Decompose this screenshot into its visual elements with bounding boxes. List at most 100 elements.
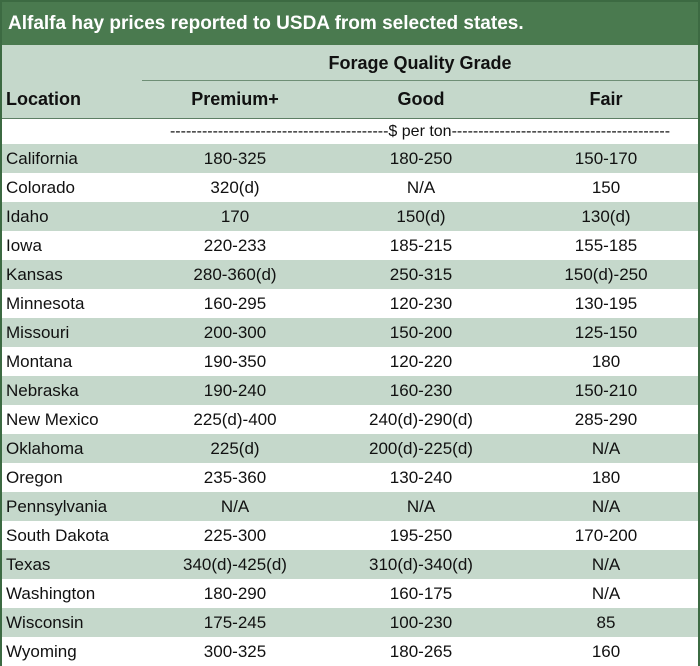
location-cell: Idaho	[6, 206, 49, 226]
header-divider	[142, 80, 698, 81]
location-cell: Wyoming	[6, 641, 77, 661]
location-cell: Washington	[6, 583, 96, 603]
good-price-cell: 130-240	[389, 467, 453, 487]
good-price-cell: 240(d)-290(d)	[369, 409, 473, 429]
location-cell: California	[6, 148, 78, 168]
fair-price-cell: 125-150	[574, 322, 638, 342]
good-price-cell: 120-230	[389, 293, 453, 313]
table-row: Washington 180-290 160-175 N/A	[2, 579, 698, 608]
table-body: California 180-325 180-250 150-170 Colorado 3…	[2, 144, 698, 666]
premium-price-cell: 280-360(d)	[193, 264, 277, 284]
good-price-cell: 120-220	[389, 351, 453, 371]
premium-price-cell: 170	[220, 206, 250, 226]
fair-price-cell: 85	[596, 612, 616, 632]
good-price-cell: 150-200	[389, 322, 453, 342]
table-row: Oregon 235-360 130-240 180	[2, 463, 698, 492]
fair-price-cell: N/A	[591, 583, 621, 603]
good-column-header: Good	[397, 89, 445, 109]
fair-price-cell: 170-200	[574, 525, 638, 545]
premium-price-cell: 225(d)	[210, 438, 260, 458]
location-cell: New Mexico	[6, 409, 99, 429]
good-price-cell: 100-230	[389, 612, 453, 632]
table-header: Forage Quality Grade Location Premium+ G…	[2, 45, 698, 118]
fair-price-cell: N/A	[591, 554, 621, 574]
table-row: Wyoming 300-325 180-265 160	[2, 637, 698, 666]
fair-price-cell: 150-170	[574, 148, 638, 168]
premium-price-cell: 225-300	[203, 525, 267, 545]
premium-price-cell: 190-350	[203, 351, 267, 371]
location-cell: Iowa	[6, 235, 42, 255]
premium-price-cell: 300-325	[203, 641, 267, 661]
location-cell: Oklahoma	[6, 438, 84, 458]
table-row: New Mexico 225(d)-400 240(d)-290(d) 285-290	[2, 405, 698, 434]
fair-price-cell: 155-185	[574, 235, 638, 255]
table-row: Idaho 170 150(d) 130(d)	[2, 202, 698, 231]
premium-price-cell: 190-240	[203, 380, 267, 400]
table-row: Texas 340(d)-425(d) 310(d)-340(d) N/A	[2, 550, 698, 579]
premium-price-cell: 200-300	[203, 322, 267, 342]
premium-price-cell: 340(d)-425(d)	[183, 554, 287, 574]
good-price-cell: 180-265	[389, 641, 453, 661]
table-row: Montana 190-350 120-220 180	[2, 347, 698, 376]
table-row: Missouri 200-300 150-200 125-150	[2, 318, 698, 347]
premium-price-cell: 175-245	[203, 612, 267, 632]
location-column-header: Location	[6, 89, 81, 109]
table-row: Pennsylvania N/A N/A N/A	[2, 492, 698, 521]
fair-price-cell: N/A	[591, 496, 621, 516]
good-price-cell: N/A	[406, 496, 436, 516]
location-cell: Minnesota	[6, 293, 85, 313]
table-row: South Dakota 225-300 195-250 170-200	[2, 521, 698, 550]
premium-price-cell: 320(d)	[210, 177, 260, 197]
fair-price-cell: 180	[591, 351, 621, 371]
good-price-cell: 195-250	[389, 525, 453, 545]
unit-label: ----------------------------------------…	[2, 118, 698, 144]
premium-column-header: Premium+	[191, 89, 279, 109]
fair-price-cell: 150	[591, 177, 621, 197]
premium-price-cell: 235-360	[203, 467, 267, 487]
location-cell: Wisconsin	[6, 612, 84, 632]
fair-price-cell: 150(d)-250	[564, 264, 648, 284]
table-row: Colorado 320(d) N/A 150	[2, 173, 698, 202]
fair-price-cell: 130(d)	[581, 206, 631, 226]
location-cell: Kansas	[6, 264, 63, 284]
table-row: Nebraska 190-240 160-230 150-210	[2, 376, 698, 405]
location-cell: Missouri	[6, 322, 70, 342]
premium-price-cell: 180-290	[203, 583, 267, 603]
location-cell: Nebraska	[6, 380, 79, 400]
good-price-cell: 160-175	[389, 583, 453, 603]
table-row: Kansas 280-360(d) 250-315 150(d)-250	[2, 260, 698, 289]
fair-price-cell: 285-290	[574, 409, 638, 429]
table-title: Alfalfa hay prices reported to USDA from…	[2, 2, 698, 45]
location-cell: Pennsylvania	[6, 496, 108, 516]
table-row: Minnesota 160-295 120-230 130-195	[2, 289, 698, 318]
good-price-cell: 200(d)-225(d)	[369, 438, 473, 458]
premium-price-cell: 160-295	[203, 293, 267, 313]
good-price-cell: 250-315	[389, 264, 453, 284]
premium-price-cell: 225(d)-400	[193, 409, 277, 429]
location-cell: South Dakota	[6, 525, 110, 545]
good-price-cell: 160-230	[389, 380, 453, 400]
grade-group-header: Forage Quality Grade	[328, 53, 512, 73]
table-row: Wisconsin 175-245 100-230 85	[2, 608, 698, 637]
good-price-cell: 180-250	[389, 148, 453, 168]
good-price-cell: 310(d)-340(d)	[369, 554, 473, 574]
fair-column-header: Fair	[589, 89, 623, 109]
good-price-cell: N/A	[406, 177, 436, 197]
premium-price-cell: N/A	[220, 496, 250, 516]
fair-price-cell: N/A	[591, 438, 621, 458]
premium-price-cell: 220-233	[203, 235, 267, 255]
good-price-cell: 150(d)	[396, 206, 446, 226]
location-cell: Oregon	[6, 467, 63, 487]
table-row: Iowa 220-233 185-215 155-185	[2, 231, 698, 260]
fair-price-cell: 160	[591, 641, 621, 661]
location-cell: Texas	[6, 554, 51, 574]
fair-price-cell: 130-195	[574, 293, 638, 313]
fair-price-cell: 150-210	[574, 380, 638, 400]
good-price-cell: 185-215	[389, 235, 453, 255]
location-cell: Colorado	[6, 177, 75, 197]
fair-price-cell: 180	[591, 467, 621, 487]
table-row: California 180-325 180-250 150-170	[2, 144, 698, 173]
location-cell: Montana	[6, 351, 73, 371]
table-row: Oklahoma 225(d) 200(d)-225(d) N/A	[2, 434, 698, 463]
